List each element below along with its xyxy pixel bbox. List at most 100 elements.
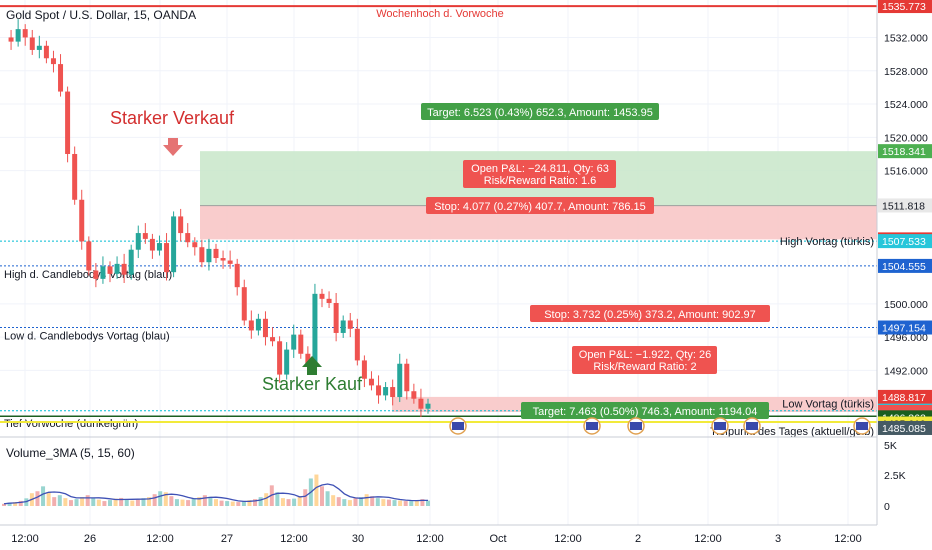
sell-annotation: Starker Verkauf (110, 108, 235, 128)
volume-bar-14 (80, 497, 85, 506)
volume-bar-39 (219, 500, 224, 506)
candle-body-1 (8, 37, 14, 42)
candle-body-54 (383, 387, 389, 396)
volume-bar-41 (230, 501, 235, 506)
event-flag-fill-2 (630, 422, 642, 430)
short-rr: Risk/Reward Ratio: 1.6 (484, 175, 597, 187)
candle-body-48 (340, 320, 346, 333)
candle-body-7 (50, 58, 56, 65)
axis-tag-box-7 (878, 389, 932, 404)
x-tick-2: 12:00 (146, 533, 174, 545)
axis-tag-0: 1535.773 (882, 1, 926, 13)
volume-bar-47 (264, 493, 269, 506)
x-tick-3: 27 (221, 533, 233, 545)
volume-ma-line (3, 483, 428, 505)
axis-tag-box-5 (878, 258, 932, 273)
volume-bar-30 (169, 496, 174, 506)
vol-tick-2: 0 (884, 501, 890, 513)
candle-body-49 (347, 320, 353, 329)
candle-body-32 (227, 260, 233, 264)
volume-bar-46 (258, 497, 263, 506)
candle-body-40 (284, 349, 290, 375)
short-target-label-box (421, 103, 659, 120)
axis-tag-box-2 (878, 198, 932, 213)
candle-body-55 (390, 387, 396, 398)
candle-body-5 (36, 45, 42, 50)
event-flag-fill-3 (714, 422, 726, 430)
candle-body-26 (185, 233, 191, 243)
volume-bar-53 (297, 496, 302, 506)
long-target-label: Target: 7.463 (0.50%) 746.3, Amount: 119… (533, 406, 758, 418)
volume-bar-34 (191, 498, 196, 506)
event-flag-fill-4 (746, 422, 758, 430)
level-day-low-label: Tiefpunkt des Tages (aktuell/gelb) (710, 426, 874, 438)
level-low-prev-label: Low Vortag (türkis) (782, 399, 874, 411)
level-high-prev-label: High Vortag (türkis) (780, 236, 874, 248)
volume-bar-3 (18, 500, 23, 506)
volume-bar-9 (52, 497, 57, 506)
y-tick-3: 1520.000 (884, 132, 928, 144)
volume-bar-21 (119, 497, 124, 506)
candle-body-10 (72, 153, 78, 200)
candle-body-34 (241, 287, 247, 321)
buy-arrow-icon (302, 356, 322, 375)
volume-bar-10 (57, 495, 62, 506)
long-rr: Risk/Reward Ratio: 2 (593, 361, 696, 373)
y-tick-0: 1532.000 (884, 32, 928, 44)
x-tick-4: 12:00 (280, 533, 308, 545)
candle-body-11 (79, 199, 85, 242)
candle-body-57 (404, 363, 410, 392)
volume-bar-31 (174, 499, 179, 506)
volume-bar-37 (208, 496, 213, 506)
x-tick-12: 12:00 (834, 533, 862, 545)
vol-tick-0: 5K (884, 440, 897, 452)
volume-bar-42 (236, 502, 241, 506)
x-tick-6: 12:00 (416, 533, 444, 545)
axis-tag-1: 1518.341 (882, 146, 926, 158)
candle-body-12 (86, 241, 92, 271)
candle-body-16 (114, 263, 120, 274)
axis-tag-box-6 (878, 320, 932, 335)
price-axis-bg (877, 0, 932, 550)
candle-body-18 (128, 249, 134, 275)
volume-bar-32 (180, 499, 185, 506)
short-pnl: Open P&L: −24.811, Qty: 63 (471, 163, 609, 175)
candle-body-30 (213, 248, 219, 259)
long-stop-label-box (530, 305, 770, 322)
volume-bar-20 (113, 498, 118, 506)
candle-body-44 (312, 293, 318, 367)
candle-body-52 (368, 378, 374, 386)
candle-body-50 (354, 328, 360, 361)
long-target-label-box (521, 402, 769, 419)
candle-body-2 (15, 29, 21, 42)
event-flag-fill-5 (856, 422, 868, 430)
volume-bar-51 (286, 499, 291, 506)
candle-body-38 (270, 337, 276, 342)
candle-body-25 (178, 216, 184, 234)
volume-bar-38 (214, 499, 218, 506)
level-body-low-label: Low d. Candlebodys Vortag (blau) (4, 331, 170, 343)
candle-body-37 (262, 318, 268, 338)
candle-body-15 (107, 266, 113, 274)
volume-bar-6 (35, 491, 40, 506)
candle-body-43 (305, 353, 311, 367)
volume-bar-54 (303, 489, 308, 506)
event-flag-fill-0 (452, 422, 464, 430)
candle-body-41 (291, 334, 297, 350)
candle-body-14 (100, 266, 106, 279)
volume-bar-36 (202, 495, 207, 506)
axis-tag-6: 1497.154 (882, 323, 926, 335)
event-flag-fill-1 (586, 422, 598, 430)
volume-bar-69 (386, 499, 391, 506)
volume-bar-52 (292, 498, 297, 506)
candle-body-17 (121, 263, 127, 275)
volume-bar-7 (41, 486, 46, 506)
axis-tag-box-1 (878, 144, 932, 159)
volume-bar-71 (398, 500, 403, 506)
y-tick-7: 1492.000 (884, 365, 928, 377)
candle-body-51 (361, 360, 367, 379)
volume-bar-57 (320, 486, 324, 506)
x-tick-9: 2 (635, 533, 641, 545)
y-tick-6: 1496.000 (884, 332, 928, 344)
